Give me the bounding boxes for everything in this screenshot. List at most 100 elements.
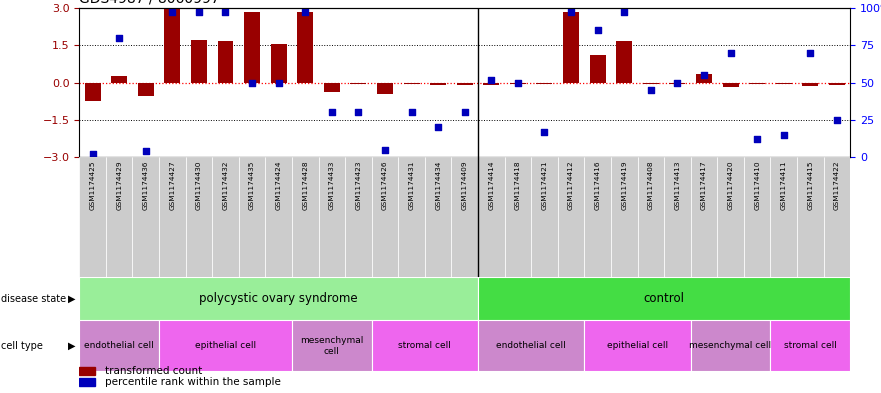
Bar — [425, 157, 451, 277]
Bar — [239, 157, 265, 277]
Bar — [558, 157, 584, 277]
Bar — [584, 320, 691, 371]
Text: endothelial cell: endothelial cell — [85, 342, 154, 350]
Text: GSM1174420: GSM1174420 — [728, 161, 734, 210]
Point — [431, 124, 445, 130]
Text: percentile rank within the sample: percentile rank within the sample — [105, 377, 281, 387]
Bar — [664, 157, 691, 277]
Bar — [159, 320, 292, 371]
Bar — [691, 157, 717, 277]
Bar — [717, 157, 744, 277]
Bar — [292, 157, 319, 277]
Bar — [244, 11, 260, 83]
Text: GDS4987 / 8060997: GDS4987 / 8060997 — [79, 0, 220, 5]
Point — [404, 109, 418, 116]
Point — [325, 109, 339, 116]
Bar — [478, 320, 584, 371]
Text: GSM1174417: GSM1174417 — [701, 161, 707, 210]
Point — [670, 79, 685, 86]
Bar — [749, 83, 765, 84]
Bar — [531, 157, 558, 277]
Point — [644, 87, 658, 93]
Bar — [165, 8, 181, 83]
Point — [618, 9, 632, 15]
Point — [166, 9, 180, 15]
Text: GSM1174410: GSM1174410 — [754, 161, 760, 210]
Bar — [292, 320, 372, 371]
Text: cell type: cell type — [1, 341, 43, 351]
Bar — [372, 157, 398, 277]
Point — [378, 147, 392, 153]
Text: GSM1174424: GSM1174424 — [276, 161, 282, 210]
Bar — [691, 320, 770, 371]
Bar — [79, 367, 95, 375]
Bar — [398, 157, 425, 277]
Text: GSM1174416: GSM1174416 — [595, 161, 601, 210]
Text: transformed count: transformed count — [105, 366, 203, 376]
Text: GSM1174415: GSM1174415 — [807, 161, 813, 210]
Bar — [510, 83, 526, 84]
Bar — [478, 277, 850, 320]
Bar — [643, 83, 659, 84]
Text: endothelial cell: endothelial cell — [496, 342, 566, 350]
Text: GSM1174435: GSM1174435 — [249, 161, 255, 210]
Point — [590, 27, 604, 33]
Point — [271, 79, 285, 86]
Point — [803, 50, 818, 56]
Text: GSM1174421: GSM1174421 — [542, 161, 547, 210]
Text: epithelial cell: epithelial cell — [607, 342, 668, 350]
Bar — [324, 83, 340, 92]
Bar — [79, 157, 106, 277]
Bar — [770, 320, 850, 371]
Text: GSM1174427: GSM1174427 — [169, 161, 175, 210]
Point — [85, 151, 100, 157]
Text: stromal cell: stromal cell — [398, 342, 451, 350]
Text: GSM1174432: GSM1174432 — [223, 161, 228, 210]
Bar — [484, 83, 500, 84]
Bar — [770, 157, 797, 277]
Text: control: control — [644, 292, 685, 305]
Bar — [270, 44, 286, 83]
Bar — [345, 157, 372, 277]
Bar — [797, 157, 824, 277]
Bar — [79, 320, 159, 371]
Bar — [505, 157, 531, 277]
Bar — [670, 83, 685, 84]
Bar — [537, 83, 552, 84]
Text: GSM1174431: GSM1174431 — [409, 161, 415, 210]
Text: GSM1174412: GSM1174412 — [568, 161, 574, 210]
Point — [750, 136, 764, 142]
Bar — [79, 378, 95, 386]
Text: disease state: disease state — [1, 294, 66, 304]
Text: GSM1174426: GSM1174426 — [382, 161, 388, 210]
Point — [697, 72, 711, 78]
Bar — [563, 11, 579, 83]
Bar — [829, 83, 845, 85]
Bar — [297, 11, 314, 83]
Bar — [744, 157, 770, 277]
Text: GSM1174411: GSM1174411 — [781, 161, 787, 210]
Bar — [430, 83, 446, 84]
Point — [352, 109, 366, 116]
Text: GSM1174409: GSM1174409 — [462, 161, 468, 210]
Bar — [696, 74, 712, 83]
Text: stromal cell: stromal cell — [784, 342, 837, 350]
Text: GSM1174408: GSM1174408 — [648, 161, 654, 210]
Point — [511, 79, 525, 86]
Point — [777, 132, 791, 138]
Text: GSM1174429: GSM1174429 — [116, 161, 122, 210]
Text: GSM1174436: GSM1174436 — [143, 161, 149, 210]
Bar — [584, 157, 611, 277]
Bar — [611, 157, 638, 277]
Text: ▶: ▶ — [68, 341, 76, 351]
Point — [298, 9, 312, 15]
Text: GSM1174413: GSM1174413 — [674, 161, 680, 210]
Bar — [319, 157, 345, 277]
Bar — [79, 277, 478, 320]
Bar — [191, 40, 207, 83]
Bar — [722, 83, 738, 87]
Bar — [451, 157, 478, 277]
Point — [830, 117, 844, 123]
Bar — [111, 76, 127, 83]
Point — [245, 79, 259, 86]
